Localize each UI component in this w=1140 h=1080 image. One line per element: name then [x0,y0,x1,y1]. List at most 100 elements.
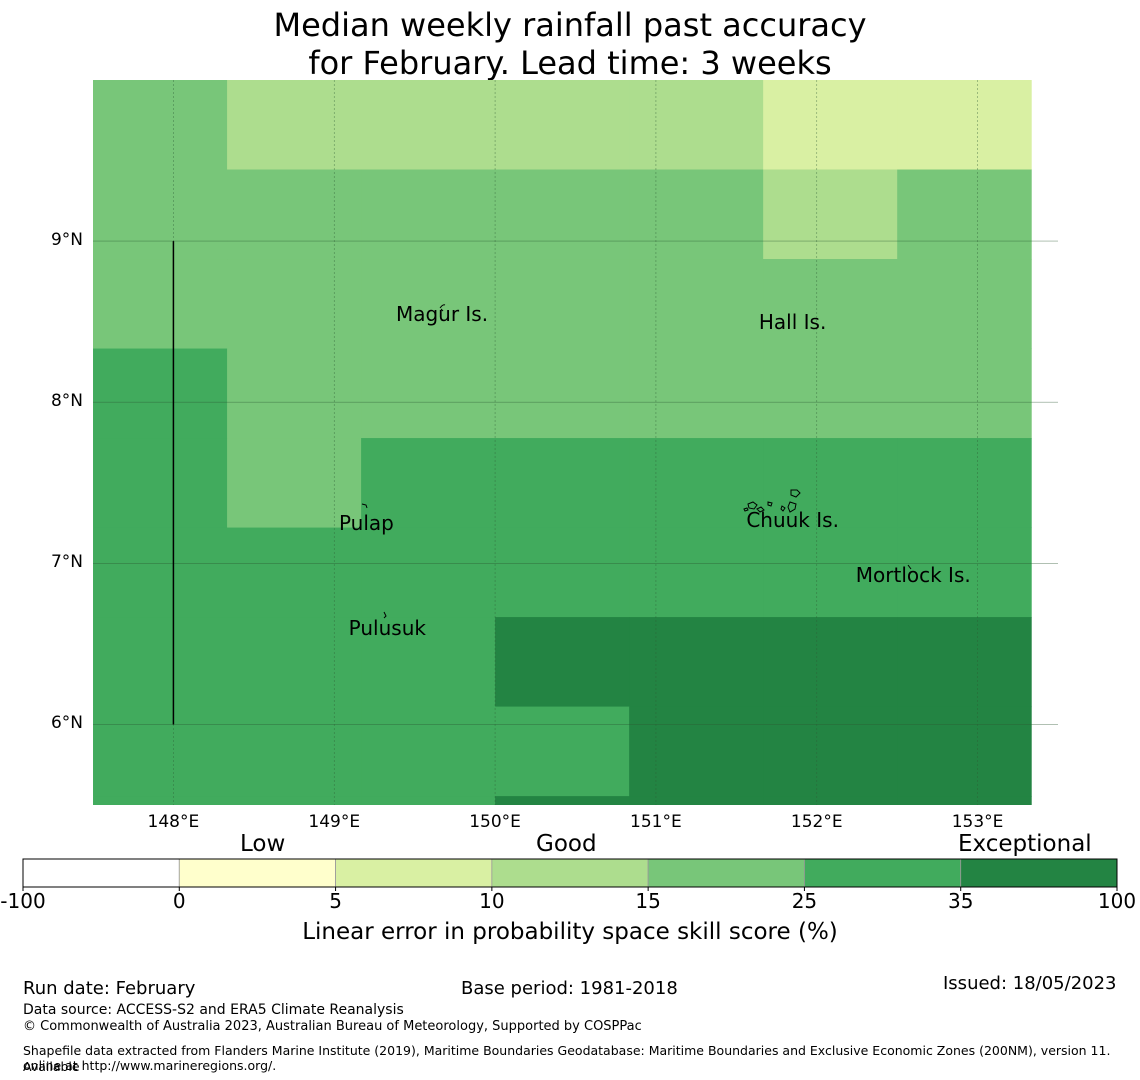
skill-cell [897,796,1032,805]
skill-cell [495,80,630,171]
skill-cell [93,617,228,708]
skill-cell [227,796,362,805]
colorbar-outline [22,858,1118,888]
skill-cell [227,80,362,171]
skill-cell [227,706,362,797]
colorbar-tick-label: -100 [0,889,46,913]
colorbar-segment [491,858,649,888]
skill-cell [495,527,630,618]
skill-cell [93,80,94,171]
skill-cell [361,80,496,171]
skill-cell [897,527,1032,618]
x-tick-label: 151°E [630,812,682,832]
base-period: Base period: 1981-2018 [461,978,678,999]
skill-cell [93,527,94,618]
run-date: Run date: February [23,978,196,999]
y-tick-label: 6°N [50,713,83,734]
place-label: Mortlock Is. [855,562,971,587]
data-source: Data source: ACCESS-S2 and ERA5 Climate … [23,1002,404,1018]
skill-cell [227,348,362,439]
colorbar-tick-label: 0 [172,889,186,913]
y-tick-label: 7°N [50,552,83,573]
pulap-island-outline [361,503,368,509]
skill-cell [495,438,630,529]
colorbar-tick-label: 15 [635,889,661,913]
skill-cell [629,259,764,350]
colorbar-segment [335,858,493,888]
skill-cell [227,438,362,529]
colorbar-tick-label: 25 [791,889,818,913]
skill-cell [361,348,496,439]
skill-cell [361,259,496,350]
mortlock-island-outline [907,564,912,570]
map-title-line2: for February. Lead time: 3 weeks [308,44,832,82]
colorbar-tick-label: 5 [329,889,342,913]
skill-cell [93,80,228,171]
y-tick-label: 9°N [50,230,83,251]
colorbar-tick-label: 35 [947,889,974,913]
skill-cell [763,259,898,350]
skill-cell [361,527,496,618]
shapefile-credit-line1: Shapefile data extracted from Flanders M… [23,1043,1111,1074]
skill-cell [763,796,898,805]
skill-cell [361,169,496,260]
skill-cell [763,438,898,529]
map-title-line1: Median weekly rainfall past accuracy [273,6,867,44]
place-label: Pulap [338,511,394,536]
x-tick-label: 148°E [147,812,200,832]
x-tick-label: 153°E [951,812,1004,832]
skill-grid [93,80,1032,805]
skill-cell [495,617,630,708]
colorbar-category-good: Good [536,831,597,857]
skill-cell [227,617,362,708]
skill-cell [495,796,630,805]
skill-cell [897,617,1032,708]
skill-cell [361,796,496,805]
skill-cell [361,706,496,797]
chuuk-island-outline [743,489,801,513]
skill-cell [897,438,1032,529]
skill-cell [763,706,898,797]
shapefile-credit-line2: online at http://www.marineregions.org/. [23,1058,277,1073]
skill-cell [93,617,94,708]
x-tick-label: 149°E [308,812,361,832]
x-tick-label: 150°E [469,812,521,832]
colorbar-segment [178,858,336,888]
skill-cell [897,706,1032,797]
skill-cell [227,169,362,260]
skill-cell [629,438,764,529]
colorbar [22,858,1118,891]
skill-cell [93,348,228,439]
skill-cell [629,617,764,708]
x-tick-label: 152°E [790,812,843,832]
skill-cell [763,348,898,439]
magur-island-outline [439,304,446,312]
skill-cell [897,259,1032,350]
skill-cell [763,617,898,708]
skill-cell [897,348,1032,439]
y-tick-label: 8°N [50,391,83,412]
colorbar-tick-label: 100 [1097,889,1137,913]
skill-cell [227,527,362,618]
skill-cell [93,438,228,529]
skill-cell [897,80,1032,171]
place-label: Magur Is. [395,301,489,326]
colorbar-category-exceptional: Exceptional [958,831,1092,857]
colorbar-segment [960,858,1118,888]
place-label: Pulusuk [348,615,426,640]
graticule [93,80,1058,805]
skill-cell [93,527,228,618]
skill-cell [629,796,764,805]
skill-cell [495,259,630,350]
place-label: Chuuk Is. [746,507,839,532]
skill-cell [361,438,496,529]
skill-cell [93,259,94,350]
colorbar-segment [804,858,962,888]
place-label: Hall Is. [758,309,827,334]
skill-cell [93,169,228,260]
pulusuk-island-outline [383,611,387,619]
skill-cell [495,706,630,797]
skill-cell [897,169,1032,260]
skill-cell [495,348,630,439]
